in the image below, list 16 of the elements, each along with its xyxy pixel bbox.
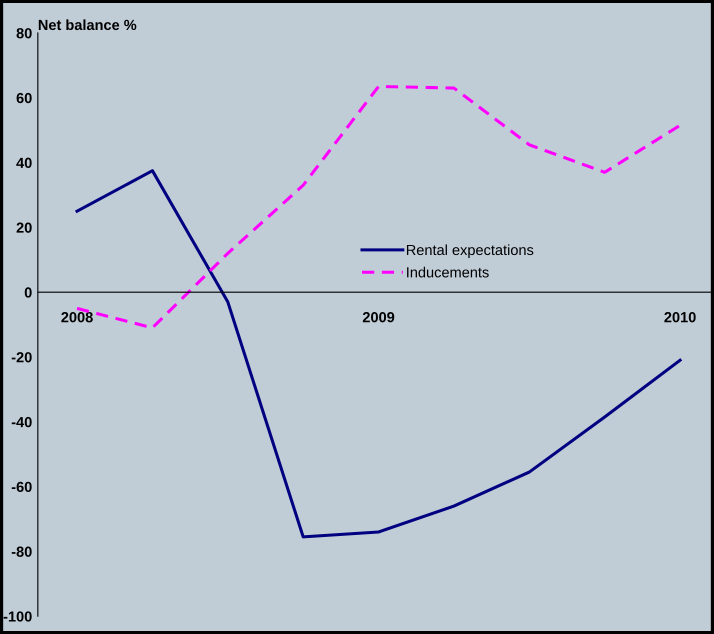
y-tick-label: 0	[24, 287, 32, 298]
y-tick-label: 60	[16, 92, 32, 104]
y-tick-label: -80	[12, 546, 32, 557]
y-tick-label: 20	[16, 222, 32, 233]
y-tick-label: -100	[4, 611, 32, 622]
y-axis-title: Net balance %	[38, 19, 136, 30]
y-tick-label: 40	[16, 158, 32, 168]
y-tick-label: 80	[16, 28, 32, 38]
x-tick-label: 2009	[362, 312, 394, 322]
legend-label: Inducements	[407, 266, 489, 278]
x-tick-label: 2010	[664, 312, 696, 322]
y-tick-label: -60	[12, 482, 32, 492]
x-tick-label: 2008	[61, 312, 93, 322]
legend-label: Rental expectations	[406, 244, 534, 258]
y-tick-label: -40	[12, 416, 32, 428]
y-tick-label: -20	[12, 352, 32, 362]
